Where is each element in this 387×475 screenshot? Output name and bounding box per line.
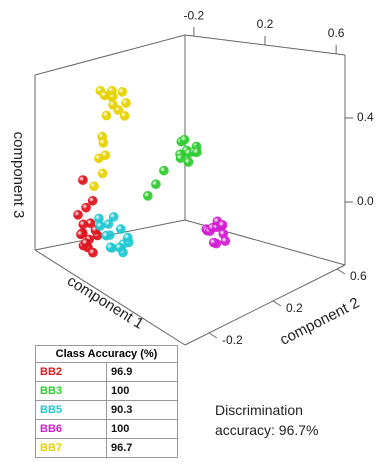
y-tick [208,332,218,339]
x-tick-label: 0.2 [257,17,274,31]
chart: component 3 component 1 component 2 -0.2… [10,8,374,349]
point [175,153,186,163]
table-row: BB2 96.9 [35,362,178,382]
z-tick-label: 0.0 [357,194,374,208]
point [179,134,190,145]
point [114,242,125,253]
point [98,137,109,148]
class-accuracy: 96.7 [106,438,178,458]
point [89,181,99,192]
z-tick-label: 0.4 [357,110,374,124]
point [81,202,91,213]
class-accuracy: 90.3 [106,400,178,420]
point [117,87,128,97]
point [78,219,89,230]
point [94,213,104,224]
point [183,157,194,167]
class-name: BB7 [35,438,107,458]
table-header: Class Accuracy (%) [35,345,178,363]
y-tick-label: -0.2 [222,333,243,347]
frame-edge [34,34,186,76]
point [116,224,126,234]
table-row: BB3 100 [35,381,178,401]
y-tick [272,300,282,307]
point [87,195,98,206]
accuracy-table: Class Accuracy (%) BB2 96.9 BB3 100 BB5 90.3 B… [35,345,178,458]
point [220,236,231,246]
annotation: Discrimination accuracy: 96.7% [215,402,319,438]
point [105,242,116,253]
class-name: BB6 [35,419,107,439]
point [97,168,108,179]
point [121,98,131,108]
point [143,190,153,201]
point [208,237,219,248]
class-accuracy: 100 [106,381,178,401]
y-tick [336,268,346,275]
point [94,153,104,164]
frame-edge [34,249,186,346]
frame [34,34,346,346]
point [88,247,98,258]
x-tick-label: 0.6 [328,26,345,40]
point [119,111,130,121]
frame-edge [184,264,346,346]
point [108,100,118,110]
x-axis-title: component 1 [64,272,147,332]
point [101,110,112,121]
class-name: BB5 [35,400,107,420]
point [217,220,228,230]
y-tick-label: 0.6 [350,269,367,283]
z-axis-title: component 3 [10,132,27,219]
table-row: BB7 96.7 [35,438,178,458]
class-accuracy: 100 [106,419,178,439]
class-accuracy: 96.9 [106,362,178,382]
table-row: BB6 100 [35,419,178,439]
point [151,179,161,190]
point [122,232,133,243]
point [192,147,202,158]
x-tick-label: -0.2 [184,8,205,22]
point [76,229,86,240]
table-header-row: Class Accuracy (%) [35,345,178,363]
point [103,219,114,229]
class-name: BB3 [35,381,107,401]
point [101,230,112,241]
point [73,210,83,220]
point [78,175,88,185]
class-name: BB2 [35,362,107,382]
point [108,212,119,222]
point [99,90,110,101]
point [107,85,117,96]
y-tick-label: 0.2 [286,301,303,315]
point [80,238,91,248]
table-row: BB5 90.3 [35,400,178,420]
point [159,165,169,176]
